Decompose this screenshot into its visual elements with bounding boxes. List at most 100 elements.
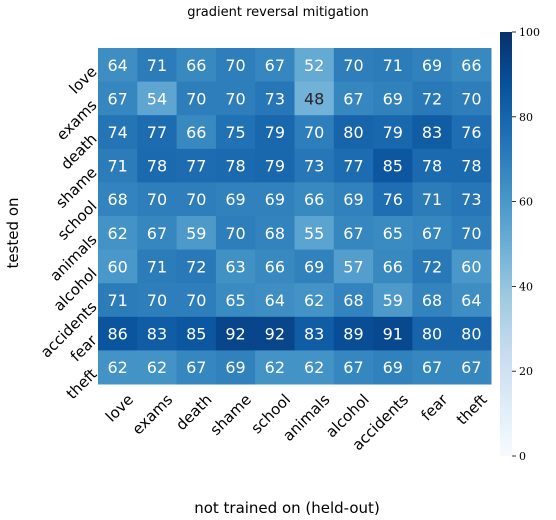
cell-value-label: 78 — [147, 157, 167, 176]
cell-value-label: 80 — [343, 123, 363, 142]
cell-value-label: 62 — [304, 291, 324, 310]
heatmap-cell — [137, 283, 178, 318]
heatmap-cell — [215, 182, 256, 217]
cell-value-label: 79 — [383, 123, 403, 142]
cell-value-label: 71 — [422, 190, 442, 209]
cell-value-label: 79 — [265, 123, 285, 142]
cell-value-label: 85 — [186, 325, 206, 344]
y-tick-labels: loveexamsdeathshameschoolanimalsalcohola… — [37, 63, 101, 403]
cell-value-label: 70 — [186, 190, 206, 209]
heatmap-cell — [373, 81, 413, 116]
heatmap-cell — [294, 216, 335, 251]
heatmap-cell — [451, 81, 492, 116]
heatmap-cell — [215, 115, 256, 150]
heatmap-cell — [98, 216, 138, 251]
heatmap-cell — [451, 148, 492, 183]
heatmap-cell — [451, 283, 492, 318]
heatmap-cell — [98, 48, 138, 83]
x-tick-label: theft — [453, 391, 491, 429]
cell-value-label: 68 — [265, 224, 285, 243]
heatmap-cell — [451, 316, 492, 351]
heatmap-cell — [294, 148, 335, 183]
cell-value-label: 71 — [147, 56, 167, 75]
cell-value-label: 83 — [304, 325, 324, 344]
heatmap-cell — [333, 249, 374, 284]
cell-value-label: 74 — [107, 123, 127, 142]
heatmap-cell — [137, 316, 178, 351]
y-tick-label: love — [66, 63, 101, 98]
cell-value-label: 64 — [107, 56, 127, 75]
cell-value-label: 67 — [422, 224, 442, 243]
colorbar: 0 20 40 60 80 100 — [500, 26, 540, 463]
heatmap-cell — [176, 182, 217, 217]
cell-value-label: 69 — [225, 190, 245, 209]
cell-value-label: 89 — [343, 325, 363, 344]
x-tick-label: love — [102, 391, 137, 426]
cell-value-label: 68 — [343, 291, 363, 310]
cell-value-label: 69 — [225, 358, 245, 377]
heatmap-cell — [333, 350, 374, 385]
cell-value-label: 80 — [461, 325, 481, 344]
heatmap-cell — [412, 115, 453, 150]
cell-value-label: 66 — [304, 190, 324, 209]
cell-value-label: 71 — [107, 291, 127, 310]
heatmap-cell — [98, 81, 138, 116]
heatmap-cell — [176, 216, 217, 251]
cell-value-label: 72 — [186, 257, 206, 276]
heatmap-cell — [373, 316, 413, 351]
cell-value-label: 70 — [225, 224, 245, 243]
heatmap-cell — [137, 249, 178, 284]
cell-value-label: 59 — [383, 291, 403, 310]
heatmap-cell — [294, 81, 335, 116]
heatmap-cell — [294, 283, 335, 318]
cell-value-label: 55 — [304, 224, 324, 243]
cell-value-label: 76 — [461, 123, 481, 142]
cell-value-label: 67 — [107, 89, 127, 108]
colorbar-tick-label: 60 — [519, 196, 533, 209]
heatmap-cell — [451, 115, 492, 150]
heatmap-cell — [98, 249, 138, 284]
cell-value-label: 77 — [343, 157, 363, 176]
heatmap-cell — [373, 216, 413, 251]
cell-value-label: 70 — [304, 123, 324, 142]
heatmap-cell — [255, 81, 295, 116]
heatmap-cell — [215, 283, 256, 318]
heatmap-cell — [294, 249, 335, 284]
heatmap-cell — [373, 48, 413, 83]
heatmap-cell — [255, 48, 295, 83]
heatmap-cell — [137, 182, 178, 217]
heatmap-cell — [215, 316, 256, 351]
cell-value-label: 62 — [304, 358, 324, 377]
cell-value-label: 66 — [186, 56, 206, 75]
heatmap-cell — [176, 350, 217, 385]
heatmap-cell — [137, 115, 178, 150]
cell-value-label: 92 — [265, 325, 285, 344]
heatmap-cell — [255, 115, 295, 150]
cell-value-label: 68 — [422, 291, 442, 310]
cell-value-label: 62 — [107, 358, 127, 377]
y-tick-label: theft — [63, 365, 101, 403]
cell-value-label: 77 — [147, 123, 167, 142]
heatmap-cell — [137, 148, 178, 183]
cell-value-label: 75 — [225, 123, 245, 142]
cell-value-label: 67 — [147, 224, 167, 243]
cell-value-label: 57 — [343, 257, 363, 276]
cell-value-label: 67 — [343, 358, 363, 377]
colorbar-tick-label: 40 — [519, 280, 533, 293]
colorbar-gradient — [500, 32, 512, 456]
cell-value-label: 52 — [304, 56, 324, 75]
chart-title: gradient reversal mitigation — [187, 5, 369, 20]
cell-value-label: 63 — [225, 257, 245, 276]
cell-value-label: 59 — [186, 224, 206, 243]
cell-value-label: 85 — [383, 157, 403, 176]
cell-value-label: 65 — [225, 291, 245, 310]
cell-value-label: 78 — [461, 157, 481, 176]
cell-value-label: 78 — [422, 157, 442, 176]
heatmap-cell — [215, 81, 256, 116]
heatmap-cell — [333, 216, 374, 251]
x-tick-label: shame — [207, 391, 255, 439]
heatmap-cell — [451, 249, 492, 284]
heatmap-cell — [137, 48, 178, 83]
cell-value-label: 54 — [147, 89, 167, 108]
cell-value-label: 83 — [147, 325, 167, 344]
